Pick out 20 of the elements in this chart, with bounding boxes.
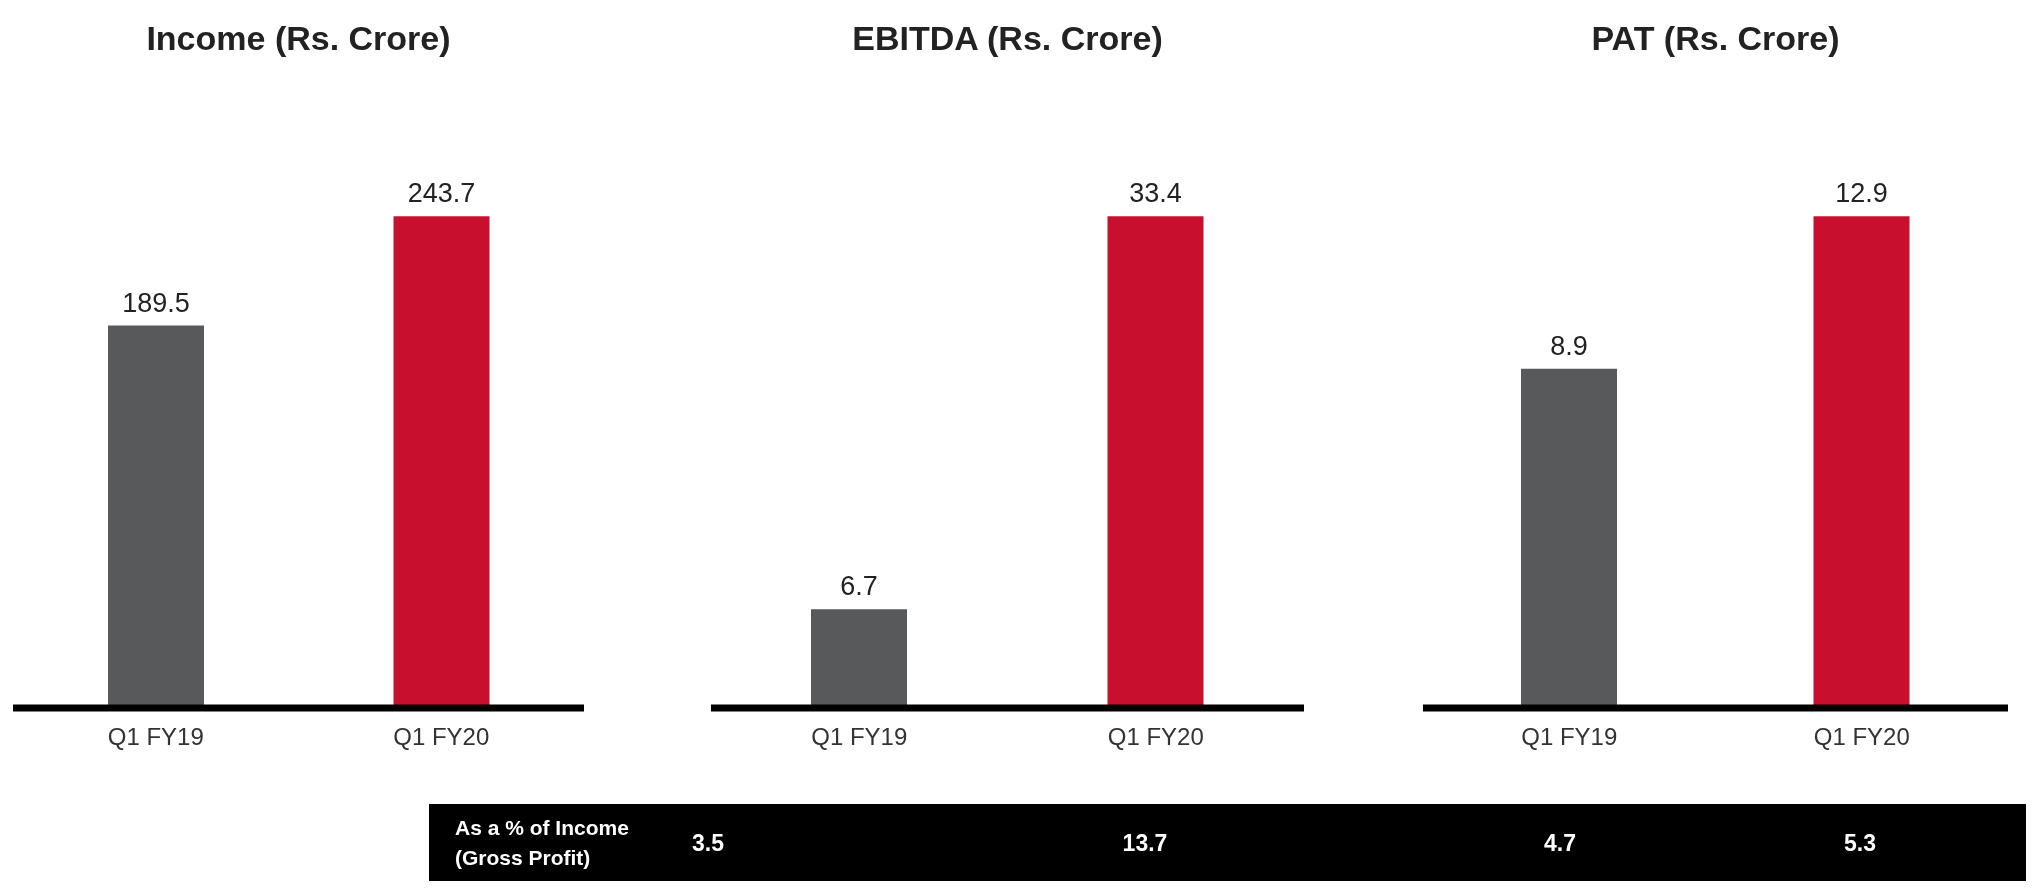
data-label: 8.9: [1550, 330, 1588, 361]
x-tick-label: Q1 FY20: [1107, 723, 1204, 751]
chart-title: Income (Rs. Crore): [145, 18, 452, 59]
chart-title: EBITDA (Rs. Crore): [851, 18, 1164, 59]
text: 5.3: [1843, 828, 1877, 858]
text: 13.7: [1121, 828, 1169, 858]
x-tick-label: Q1 FY19: [811, 723, 908, 751]
data-label: 12.9: [1835, 178, 1888, 209]
text: 4.7: [1543, 828, 1577, 858]
data-label: 189.5: [122, 287, 190, 318]
data-label: 243.7: [407, 178, 476, 209]
data-label: 6.7: [840, 571, 878, 602]
x-tick-label: Q1 FY19: [1521, 723, 1618, 751]
x-tick-label: Q1 FY19: [107, 723, 204, 751]
x-tick-label: Q1 FY20: [1813, 723, 1910, 751]
text: As a % of Income (Gross Profit): [455, 814, 630, 871]
x-tick-label: Q1 FY20: [393, 723, 490, 751]
text: 3.5: [691, 828, 725, 858]
data-label: 33.4: [1129, 178, 1182, 209]
chart-title: PAT (Rs. Crore): [1590, 18, 1841, 59]
